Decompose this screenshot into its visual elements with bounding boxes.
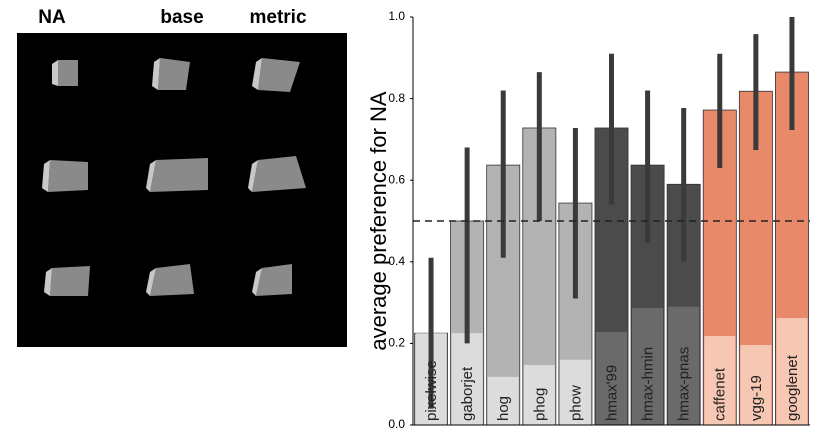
baseline-bar (668, 306, 700, 425)
baseline-bar (523, 365, 555, 425)
panel-header: NA (38, 7, 66, 28)
panel-header: metric (249, 7, 306, 28)
baseline-bar (632, 307, 664, 425)
x-category-label: pixelwise (423, 360, 440, 421)
x-category-label: googlenet (784, 354, 801, 421)
y-tick-label: 1.0 (388, 9, 405, 23)
x-category-label: hmax-hmin (640, 347, 657, 421)
x-category-label: hmax'99 (603, 365, 620, 421)
y-axis-label: average preference for NA (366, 91, 391, 351)
baseline-bar (740, 345, 772, 425)
y-tick-label: 0.6 (388, 172, 405, 186)
baseline-bar (487, 376, 519, 425)
y-tick-label: 0.8 (388, 91, 405, 105)
x-category-label: caffenet (712, 367, 729, 421)
y-tick-label: 0.4 (388, 254, 405, 268)
x-category-label: hmax-pnas (676, 347, 693, 421)
x-category-label: gaborjet (459, 366, 476, 421)
baseline-bar (451, 333, 483, 425)
y-tick-label: 0.0 (388, 417, 405, 431)
y-tick-label: 0.2 (388, 336, 405, 350)
baseline-bar (776, 318, 808, 425)
stimulus-panel (17, 33, 347, 347)
baseline-bar (704, 336, 736, 425)
x-category-label: phow (567, 385, 584, 421)
x-category-label: phog (531, 388, 548, 421)
baseline-bar (595, 331, 628, 425)
baseline-bar (559, 359, 591, 425)
x-category-label: hog (495, 396, 512, 421)
x-category-label: vgg-19 (748, 375, 765, 421)
panel-header: base (160, 7, 203, 28)
